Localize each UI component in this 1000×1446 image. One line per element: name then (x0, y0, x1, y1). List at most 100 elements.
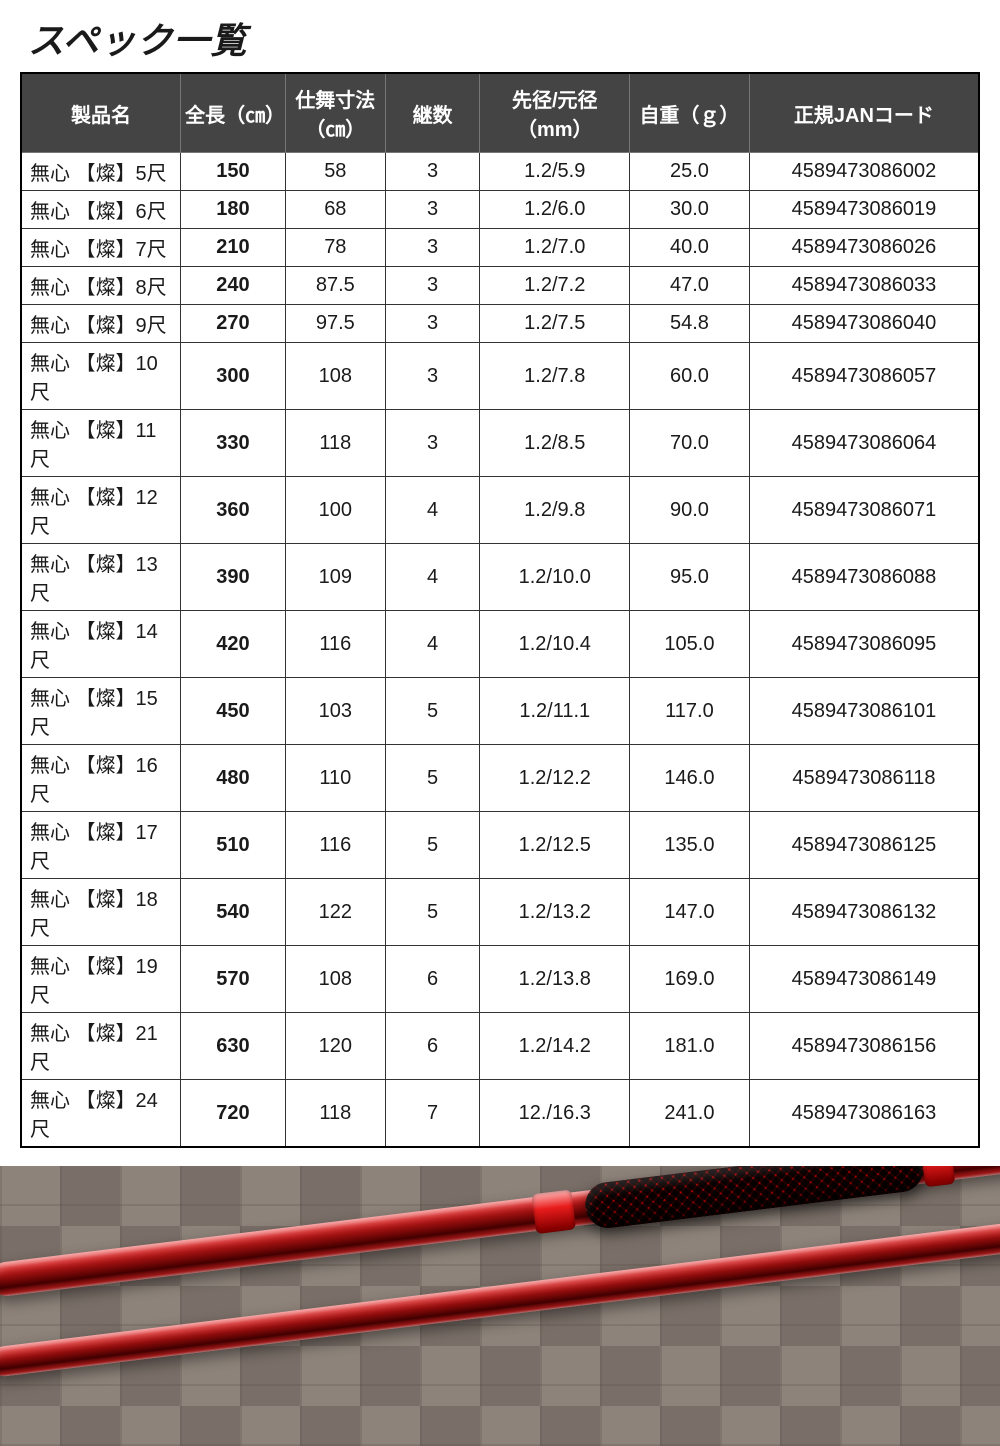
cell-length: 630 (181, 1013, 286, 1080)
cell-jan: 4589473086125 (749, 812, 979, 879)
spec-table: 製品名 全長（㎝） 仕舞寸法（㎝） 継数 先径/元径（mm） 自重（ｇ） 正規J… (20, 72, 980, 1148)
cell-jan: 4589473086132 (749, 879, 979, 946)
table-row: 無心 【燦】24尺720118712./16.3241.045894730861… (21, 1080, 979, 1148)
col-header-diameter: 先径/元径（mm） (480, 73, 630, 153)
cell-closed: 103 (285, 678, 385, 745)
cell-diameter: 1.2/6.0 (480, 191, 630, 229)
table-row: 無心 【燦】19尺57010861.2/13.8169.045894730861… (21, 946, 979, 1013)
cell-length: 450 (181, 678, 286, 745)
cell-jan: 4589473086057 (749, 343, 979, 410)
table-row: 無心 【燦】21尺63012061.2/14.2181.045894730861… (21, 1013, 979, 1080)
rod-grip (583, 1166, 926, 1231)
cell-diameter: 1.2/13.2 (480, 879, 630, 946)
cell-sections: 7 (385, 1080, 480, 1148)
cell-closed: 68 (285, 191, 385, 229)
cell-name: 無心 【燦】7尺 (21, 229, 181, 267)
table-header-row: 製品名 全長（㎝） 仕舞寸法（㎝） 継数 先径/元径（mm） 自重（ｇ） 正規J… (21, 73, 979, 153)
cell-length: 240 (181, 267, 286, 305)
cell-length: 570 (181, 946, 286, 1013)
cell-diameter: 12./16.3 (480, 1080, 630, 1148)
col-header-closed: 仕舞寸法（㎝） (285, 73, 385, 153)
table-row: 無心 【燦】16尺48011051.2/12.2146.045894730861… (21, 745, 979, 812)
table-row: 無心 【燦】6尺1806831.2/6.030.04589473086019 (21, 191, 979, 229)
col-header-length: 全長（㎝） (181, 73, 286, 153)
cell-closed: 118 (285, 410, 385, 477)
cell-closed: 87.5 (285, 267, 385, 305)
cell-weight: 135.0 (630, 812, 750, 879)
rod-end-band (920, 1166, 955, 1187)
cell-length: 480 (181, 745, 286, 812)
cell-sections: 6 (385, 946, 480, 1013)
cell-weight: 181.0 (630, 1013, 750, 1080)
cell-jan: 4589473086149 (749, 946, 979, 1013)
cell-diameter: 1.2/7.0 (480, 229, 630, 267)
cell-length: 180 (181, 191, 286, 229)
cell-length: 210 (181, 229, 286, 267)
cell-diameter: 1.2/13.8 (480, 946, 630, 1013)
cell-closed: 108 (285, 343, 385, 410)
cell-closed: 120 (285, 1013, 385, 1080)
cell-weight: 105.0 (630, 611, 750, 678)
cell-sections: 5 (385, 812, 480, 879)
table-row: 無心 【燦】11尺33011831.2/8.570.04589473086064 (21, 410, 979, 477)
cell-weight: 169.0 (630, 946, 750, 1013)
table-row: 無心 【燦】8尺24087.531.2/7.247.04589473086033 (21, 267, 979, 305)
table-row: 無心 【燦】18尺54012251.2/13.2147.045894730861… (21, 879, 979, 946)
cell-closed: 116 (285, 812, 385, 879)
cell-weight: 147.0 (630, 879, 750, 946)
cell-jan: 4589473086095 (749, 611, 979, 678)
cell-name: 無心 【燦】5尺 (21, 153, 181, 191)
cell-closed: 110 (285, 745, 385, 812)
cell-jan: 4589473086088 (749, 544, 979, 611)
cell-name: 無心 【燦】8尺 (21, 267, 181, 305)
col-header-jan: 正規JANコード (749, 73, 979, 153)
cell-weight: 241.0 (630, 1080, 750, 1148)
cell-name: 無心 【燦】14尺 (21, 611, 181, 678)
cell-sections: 5 (385, 879, 480, 946)
cell-closed: 122 (285, 879, 385, 946)
table-row: 無心 【燦】15尺45010351.2/11.1117.045894730861… (21, 678, 979, 745)
cell-weight: 146.0 (630, 745, 750, 812)
cell-name: 無心 【燦】18尺 (21, 879, 181, 946)
cell-name: 無心 【燦】21尺 (21, 1013, 181, 1080)
cell-length: 390 (181, 544, 286, 611)
cell-sections: 3 (385, 267, 480, 305)
cell-sections: 3 (385, 191, 480, 229)
cell-diameter: 1.2/12.2 (480, 745, 630, 812)
cell-sections: 3 (385, 343, 480, 410)
rod-upper (0, 1166, 1000, 1298)
cell-sections: 4 (385, 544, 480, 611)
cell-diameter: 1.2/11.1 (480, 678, 630, 745)
table-row: 無心 【燦】13尺39010941.2/10.095.0458947308608… (21, 544, 979, 611)
cell-diameter: 1.2/14.2 (480, 1013, 630, 1080)
cell-length: 150 (181, 153, 286, 191)
table-row: 無心 【燦】17尺51011651.2/12.5135.045894730861… (21, 812, 979, 879)
cell-weight: 54.8 (630, 305, 750, 343)
table-row: 無心 【燦】14尺42011641.2/10.4105.045894730860… (21, 611, 979, 678)
cell-weight: 60.0 (630, 343, 750, 410)
cell-jan: 4589473086101 (749, 678, 979, 745)
cell-weight: 117.0 (630, 678, 750, 745)
cell-sections: 3 (385, 410, 480, 477)
rod-band (531, 1189, 576, 1234)
cell-diameter: 1.2/10.4 (480, 611, 630, 678)
cell-jan: 4589473086033 (749, 267, 979, 305)
cell-name: 無心 【燦】16尺 (21, 745, 181, 812)
cell-length: 510 (181, 812, 286, 879)
cell-weight: 40.0 (630, 229, 750, 267)
col-header-name: 製品名 (21, 73, 181, 153)
cell-sections: 6 (385, 1013, 480, 1080)
col-header-sections: 継数 (385, 73, 480, 153)
cell-closed: 108 (285, 946, 385, 1013)
cell-weight: 90.0 (630, 477, 750, 544)
cell-sections: 4 (385, 477, 480, 544)
cell-jan: 4589473086163 (749, 1080, 979, 1148)
cell-closed: 100 (285, 477, 385, 544)
cell-weight: 47.0 (630, 267, 750, 305)
cell-diameter: 1.2/5.9 (480, 153, 630, 191)
cell-diameter: 1.2/7.5 (480, 305, 630, 343)
cell-jan: 4589473086026 (749, 229, 979, 267)
cell-closed: 109 (285, 544, 385, 611)
cell-closed: 97.5 (285, 305, 385, 343)
cell-sections: 5 (385, 678, 480, 745)
